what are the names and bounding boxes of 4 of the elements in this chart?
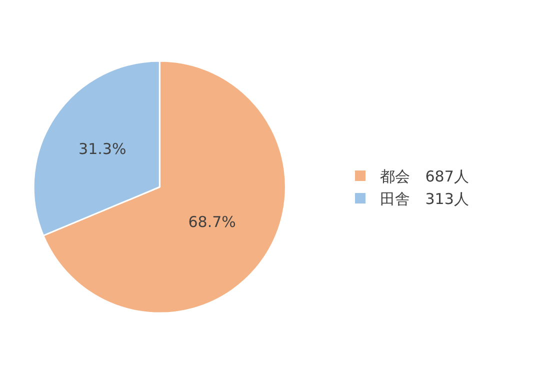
data-label: 31.3% [78,140,126,158]
data-label: 68.7% [188,212,236,231]
legend-label: 都会 687人 [380,168,469,186]
legend-label: 田舎 313人 [380,190,469,208]
